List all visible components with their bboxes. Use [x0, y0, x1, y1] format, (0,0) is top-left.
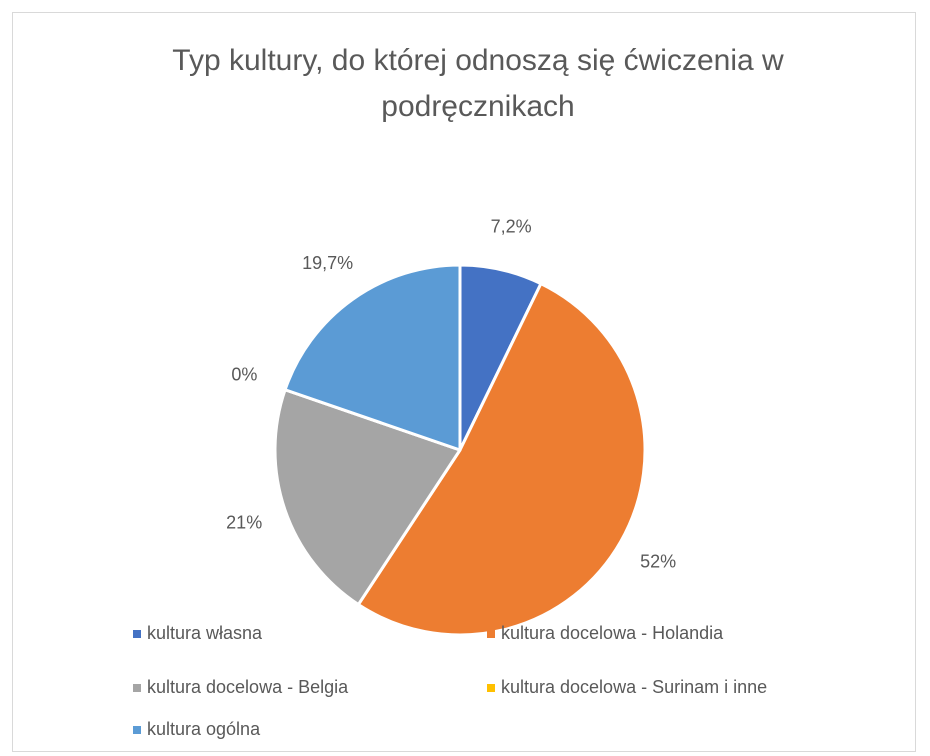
pie-slice — [273, 388, 462, 607]
data-label: 52% — [640, 552, 676, 572]
legend-label: kultura docelowa - Holandia — [501, 623, 724, 643]
legend-label: kultura ogólna — [147, 719, 261, 739]
chart-frame — [12, 12, 916, 752]
data-label: 0% — [231, 364, 257, 384]
legend-label: kultura docelowa - Surinam i inne — [501, 677, 767, 697]
pie-slice — [356, 282, 647, 637]
data-label: 7,2% — [491, 217, 532, 237]
legend-marker — [487, 684, 495, 692]
legend-marker — [133, 684, 141, 692]
chart-title: Typ kultury, do której odnoszą się ćwicz… — [172, 44, 784, 123]
pie-slice — [283, 263, 462, 452]
legend-label: kultura docelowa - Belgia — [147, 677, 349, 697]
legend-marker — [133, 726, 141, 734]
legend-marker — [487, 630, 495, 638]
legend-marker — [133, 630, 141, 638]
data-label: 21% — [226, 512, 262, 532]
legend-label: kultura własna — [147, 623, 263, 643]
data-label: 19,7% — [302, 253, 353, 273]
